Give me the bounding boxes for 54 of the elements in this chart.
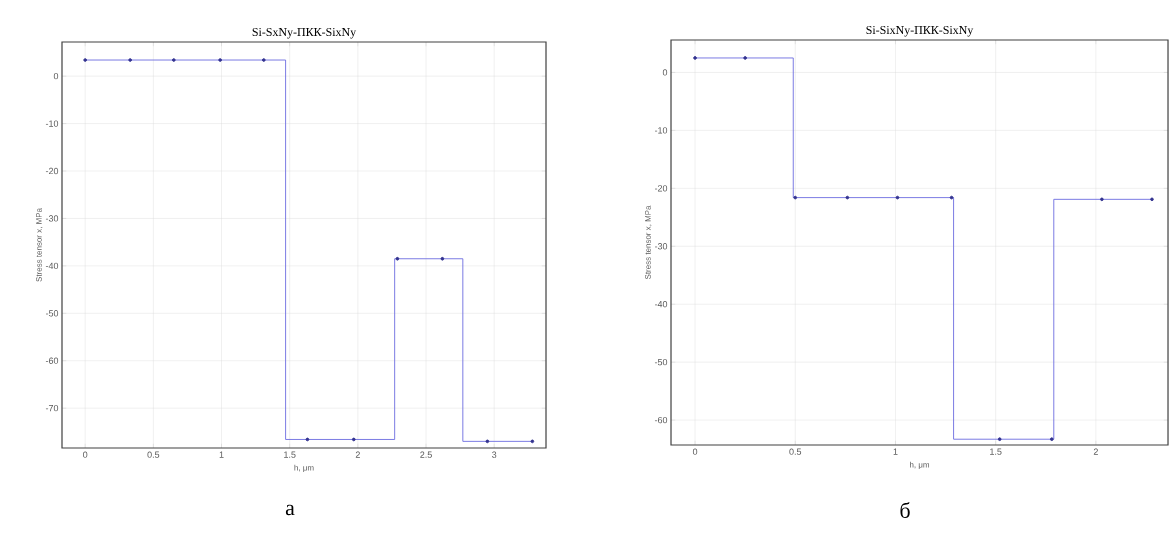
text: а <box>285 504 295 516</box>
point <box>793 195 798 200</box>
x-tick-label: 0 <box>83 451 88 458</box>
point <box>83 58 88 62</box>
y-tick-label: -10 <box>45 120 59 127</box>
point <box>485 439 490 444</box>
point <box>845 195 850 200</box>
x-tick-label: 2.5 <box>420 451 432 458</box>
x-tick-label: 0.5 <box>147 451 160 458</box>
x-tick-label: 1.5 <box>990 448 1002 455</box>
x-tick-label: 0.5 <box>789 448 802 455</box>
x-tick-label: 2 <box>1093 448 1098 455</box>
x-tick-label: 0 <box>692 448 698 455</box>
y-tick-label: -20 <box>654 185 668 192</box>
y-tick-label: -50 <box>45 310 59 317</box>
line-series <box>694 57 1153 440</box>
x-tick-label: 1 <box>219 451 224 458</box>
point <box>305 437 310 442</box>
point <box>1150 197 1154 202</box>
point <box>530 439 535 444</box>
point <box>997 437 1002 442</box>
x-tick-label: 3 <box>492 451 497 458</box>
y-tick-label: -40 <box>654 301 668 308</box>
point <box>743 56 747 60</box>
point <box>895 195 900 200</box>
y-tick-label: -60 <box>45 357 59 364</box>
x-tick-label: 1 <box>893 448 898 455</box>
point <box>261 58 266 62</box>
x-tick-label: 1.5 <box>284 451 296 458</box>
y-tick-label: -30 <box>654 243 668 250</box>
y-tick-label: -10 <box>654 127 668 134</box>
x-tick-label: 2 <box>355 451 360 458</box>
point <box>128 58 133 62</box>
y-tick-label: 0 <box>662 69 668 76</box>
y-tick-label: -60 <box>654 416 668 424</box>
point <box>949 195 954 200</box>
point <box>351 437 356 442</box>
line-series <box>84 59 533 442</box>
point <box>693 56 697 60</box>
chart-title: Si-SxNy-ПКК-SixNy <box>252 28 357 39</box>
y-tick-label: -20 <box>45 167 59 175</box>
point <box>171 58 176 62</box>
text: б <box>900 502 910 518</box>
y-tick-label: -70 <box>45 404 59 412</box>
chart-title: Si-SixNy-ПКК-SixNy <box>866 25 974 37</box>
point <box>218 58 222 62</box>
point <box>440 256 445 261</box>
point <box>1049 437 1054 442</box>
y-tick-label: -40 <box>45 262 59 270</box>
y-tick-label: -30 <box>45 215 59 222</box>
y-tick-label: 0 <box>53 72 59 80</box>
y-tick-label: -50 <box>654 358 668 366</box>
point <box>1100 197 1104 202</box>
point <box>395 256 400 261</box>
